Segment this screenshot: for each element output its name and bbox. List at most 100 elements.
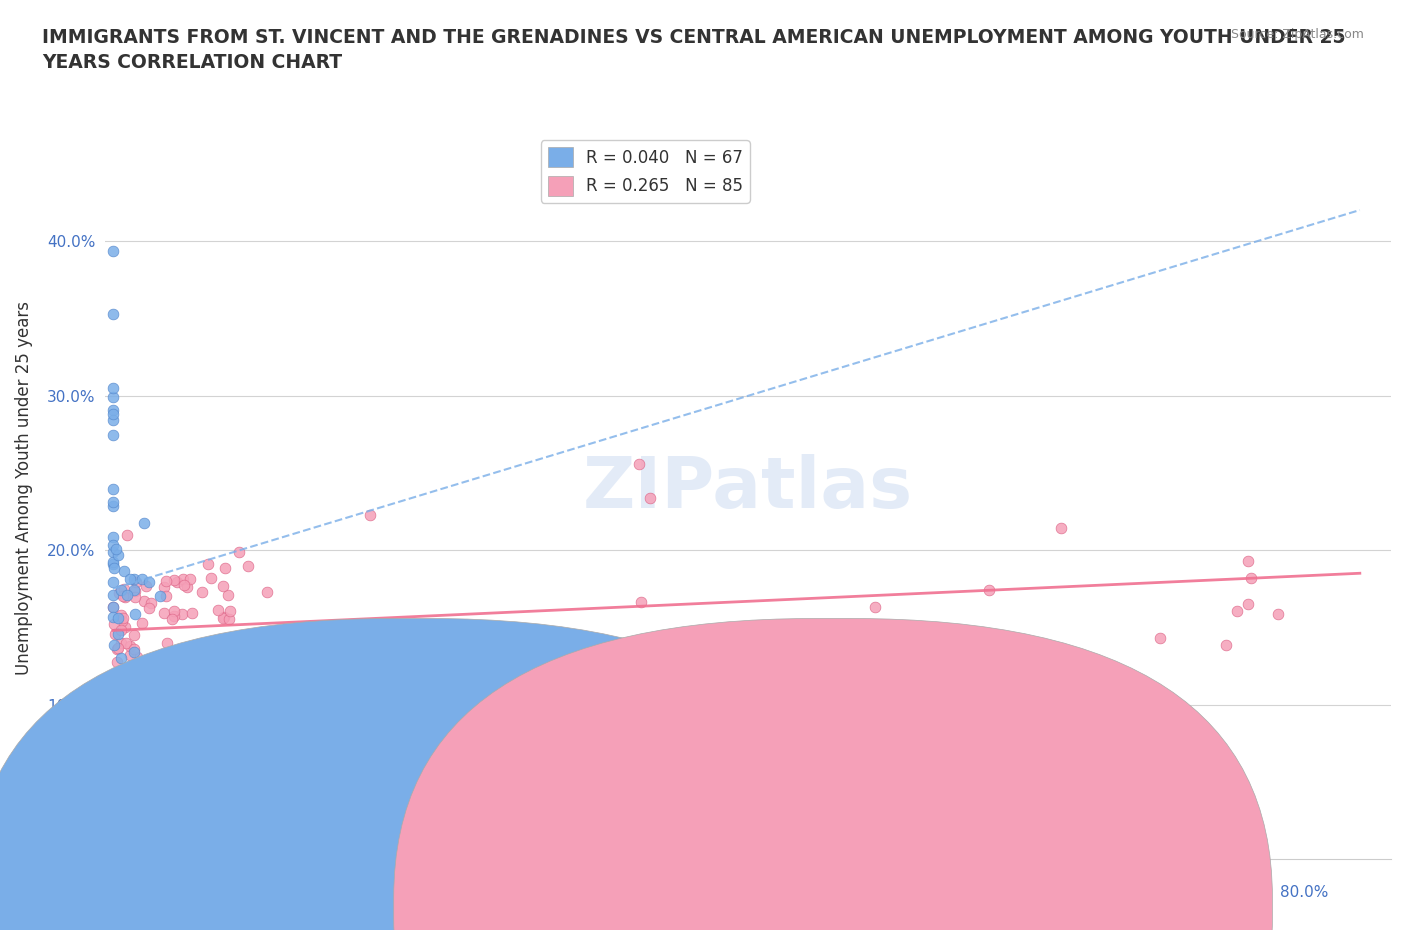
Immigrants from St. Vincent and the Grenadines <box>105 773 128 788</box>
Central Americans <box>155 574 177 589</box>
Central Americans <box>212 610 235 625</box>
Central Americans <box>108 586 131 601</box>
Immigrants from St. Vincent and the Grenadines <box>287 771 309 786</box>
Central Americans <box>207 603 229 618</box>
Immigrants from St. Vincent and the Grenadines <box>124 583 146 598</box>
Central Americans <box>120 647 142 662</box>
Immigrants from St. Vincent and the Grenadines <box>120 693 142 708</box>
Central Americans <box>173 571 195 586</box>
Immigrants from St. Vincent and the Grenadines <box>122 572 145 587</box>
Central Americans <box>155 589 177 604</box>
Immigrants from St. Vincent and the Grenadines <box>195 639 218 654</box>
Central Americans <box>218 611 240 626</box>
Central Americans <box>124 642 146 657</box>
Immigrants from St. Vincent and the Grenadines <box>101 530 124 545</box>
Central Americans <box>948 683 970 698</box>
Immigrants from St. Vincent and the Grenadines <box>101 482 124 497</box>
Immigrants from St. Vincent and the Grenadines <box>101 498 124 513</box>
Central Americans <box>124 590 146 604</box>
Immigrants from St. Vincent and the Grenadines <box>112 743 135 758</box>
Immigrants from St. Vincent and the Grenadines <box>101 406 124 421</box>
Immigrants from St. Vincent and the Grenadines <box>101 538 124 552</box>
Central Americans <box>228 544 250 559</box>
Text: IMMIGRANTS FROM ST. VINCENT AND THE GRENADINES VS CENTRAL AMERICAN UNEMPLOYMENT : IMMIGRANTS FROM ST. VINCENT AND THE GREN… <box>42 28 1346 72</box>
Immigrants from St. Vincent and the Grenadines <box>322 763 344 777</box>
Immigrants from St. Vincent and the Grenadines <box>107 687 129 702</box>
Immigrants from St. Vincent and the Grenadines <box>207 816 229 830</box>
Immigrants from St. Vincent and the Grenadines <box>101 390 124 405</box>
Central Americans <box>381 658 404 672</box>
Central Americans <box>118 639 141 654</box>
Central Americans <box>112 582 135 597</box>
Immigrants from St. Vincent and the Grenadines <box>103 560 125 575</box>
Central Americans <box>200 571 222 586</box>
Immigrants from St. Vincent and the Grenadines <box>132 515 155 530</box>
Text: 80.0%: 80.0% <box>1281 885 1329 900</box>
Central Americans <box>172 606 194 621</box>
Immigrants from St. Vincent and the Grenadines <box>105 541 128 556</box>
Central Americans <box>1149 631 1171 645</box>
Central Americans <box>143 649 166 664</box>
Central Americans <box>138 601 160 616</box>
Central Americans <box>134 593 156 608</box>
Immigrants from St. Vincent and the Grenadines <box>184 680 207 695</box>
Central Americans <box>179 571 201 586</box>
Central Americans <box>1226 604 1249 618</box>
Central Americans <box>538 715 561 730</box>
Central Americans <box>224 644 246 658</box>
Central Americans <box>212 578 235 593</box>
Central Americans <box>115 527 138 542</box>
Immigrants from St. Vincent and the Grenadines <box>107 627 129 642</box>
Central Americans <box>212 609 235 624</box>
Central Americans <box>163 608 186 623</box>
Central Americans <box>156 635 179 650</box>
Central Americans <box>135 578 157 593</box>
Immigrants from St. Vincent and the Grenadines <box>110 650 132 665</box>
Immigrants from St. Vincent and the Grenadines <box>101 428 124 443</box>
Central Americans <box>522 625 544 640</box>
Central Americans <box>163 604 186 618</box>
Immigrants from St. Vincent and the Grenadines <box>118 572 141 587</box>
Immigrants from St. Vincent and the Grenadines <box>101 587 124 602</box>
Immigrants from St. Vincent and the Grenadines <box>115 689 138 704</box>
Central Americans <box>191 585 214 600</box>
Immigrants from St. Vincent and the Grenadines <box>328 815 350 830</box>
Immigrants from St. Vincent and the Grenadines <box>105 723 128 737</box>
Immigrants from St. Vincent and the Grenadines <box>101 380 124 395</box>
Central Americans <box>166 575 188 590</box>
Immigrants from St. Vincent and the Grenadines <box>186 805 208 820</box>
Immigrants from St. Vincent and the Grenadines <box>172 755 194 770</box>
Immigrants from St. Vincent and the Grenadines <box>101 555 124 570</box>
Immigrants from St. Vincent and the Grenadines <box>112 564 135 578</box>
Central Americans <box>1050 520 1073 535</box>
Immigrants from St. Vincent and the Grenadines <box>101 494 124 509</box>
Central Americans <box>112 588 135 603</box>
Text: ZIPatlas: ZIPatlas <box>583 454 912 523</box>
Central Americans <box>630 594 652 609</box>
Central Americans <box>105 655 128 670</box>
Central Americans <box>1240 570 1263 585</box>
Central Americans <box>139 595 162 610</box>
Immigrants from St. Vincent and the Grenadines <box>190 799 212 814</box>
Immigrants from St. Vincent and the Grenadines <box>101 600 124 615</box>
Immigrants from St. Vincent and the Grenadines <box>101 544 124 559</box>
Central Americans <box>152 605 174 620</box>
Immigrants from St. Vincent and the Grenadines <box>110 583 132 598</box>
Immigrants from St. Vincent and the Grenadines <box>110 758 132 773</box>
Immigrants from St. Vincent and the Grenadines <box>228 658 250 673</box>
Central Americans <box>219 604 242 618</box>
Immigrants from St. Vincent and the Grenadines <box>274 735 297 750</box>
Central Americans <box>114 619 136 634</box>
Central Americans <box>408 698 430 712</box>
Immigrants from St. Vincent and the Grenadines <box>219 789 242 804</box>
Immigrants from St. Vincent and the Grenadines <box>107 611 129 626</box>
Immigrants from St. Vincent and the Grenadines <box>115 587 138 602</box>
Immigrants from St. Vincent and the Grenadines <box>101 413 124 428</box>
Immigrants from St. Vincent and the Grenadines <box>149 589 172 604</box>
Central Americans <box>114 590 136 604</box>
Central Americans <box>638 490 661 505</box>
Central Americans <box>835 659 858 674</box>
Central Americans <box>122 628 145 643</box>
Central Americans <box>162 612 184 627</box>
Immigrants from St. Vincent and the Grenadines <box>101 244 124 259</box>
